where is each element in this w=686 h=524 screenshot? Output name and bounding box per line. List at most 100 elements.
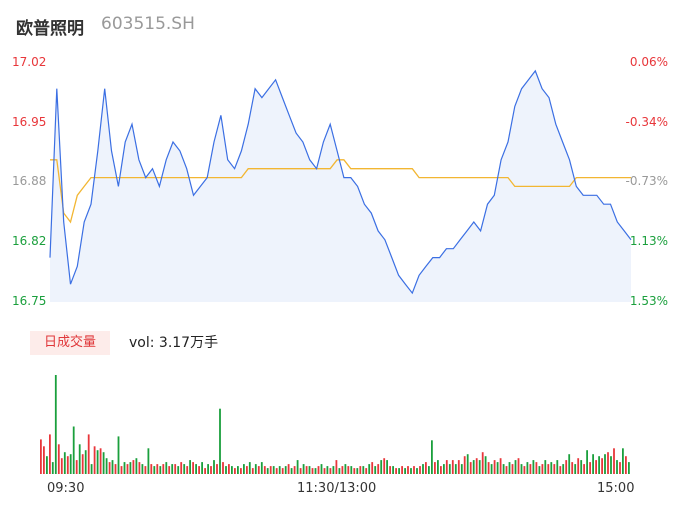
volume-bar bbox=[293, 466, 296, 474]
volume-bar bbox=[416, 468, 418, 474]
volume-bar bbox=[604, 454, 606, 474]
y-left-tick-1: 16.95 bbox=[12, 115, 47, 129]
volume-bar bbox=[162, 464, 165, 474]
volume-bar bbox=[210, 466, 212, 474]
volume-bar bbox=[425, 462, 427, 474]
volume-bar bbox=[481, 452, 484, 474]
volume-bar bbox=[460, 464, 463, 474]
volume-bar bbox=[189, 460, 191, 474]
volume-bar bbox=[237, 466, 239, 474]
volume-bar bbox=[526, 462, 529, 474]
volume-bar bbox=[547, 464, 550, 474]
volume-bar bbox=[147, 448, 150, 474]
volume-bar bbox=[523, 466, 526, 474]
volume-bar bbox=[478, 460, 481, 474]
volume-bar bbox=[54, 375, 57, 474]
volume-bar bbox=[108, 462, 111, 474]
volume-bar bbox=[111, 460, 114, 474]
volume-bar bbox=[266, 468, 269, 474]
volume-bar bbox=[323, 468, 326, 474]
volume-bar bbox=[96, 450, 99, 474]
volume-bar bbox=[401, 466, 403, 474]
volume-bar bbox=[598, 456, 600, 474]
avg-price-line bbox=[50, 159, 631, 224]
volume-bar bbox=[287, 464, 290, 474]
volume-bar bbox=[243, 464, 245, 474]
volume-bar bbox=[532, 460, 535, 474]
volume-bar bbox=[377, 464, 380, 474]
volume-bar bbox=[138, 462, 141, 474]
y-right-tick-2: -0.73% bbox=[625, 174, 668, 188]
volume-bar bbox=[445, 460, 448, 474]
volume-bar bbox=[607, 452, 609, 474]
volume-bar bbox=[72, 426, 75, 474]
volume-tab[interactable]: 日成交量 bbox=[30, 331, 110, 355]
volume-bar bbox=[204, 468, 206, 474]
volume-bar bbox=[469, 462, 472, 474]
volume-bar bbox=[544, 460, 547, 474]
volume-bar bbox=[43, 446, 45, 474]
volume-bar bbox=[284, 466, 287, 474]
volume-bar bbox=[132, 460, 135, 474]
volume-bar bbox=[60, 458, 63, 474]
volume-bar bbox=[216, 464, 218, 474]
volume-bar bbox=[437, 460, 439, 474]
volume-bar bbox=[317, 466, 320, 474]
volume-bar bbox=[240, 468, 242, 474]
volume-bar bbox=[565, 460, 568, 474]
volume-bar bbox=[102, 452, 105, 474]
volume-bar bbox=[308, 466, 311, 474]
volume-bar bbox=[311, 468, 314, 474]
volume-bar bbox=[410, 468, 412, 474]
volume-bar bbox=[117, 436, 120, 474]
volume-bar bbox=[443, 464, 445, 474]
volume-bar bbox=[466, 454, 469, 474]
volume-bar bbox=[431, 440, 433, 474]
volume-bar bbox=[195, 464, 197, 474]
volume-bar bbox=[120, 466, 123, 474]
volume-bar bbox=[63, 452, 66, 474]
volume-bar bbox=[344, 464, 347, 474]
stock-code: 603515.SH bbox=[101, 14, 195, 34]
volume-bar bbox=[386, 460, 388, 474]
volume-bar bbox=[302, 464, 305, 474]
volume-bar bbox=[81, 454, 84, 474]
volume-bar bbox=[505, 466, 508, 474]
volume-bar bbox=[129, 462, 132, 474]
volume-bar bbox=[57, 444, 60, 474]
x-tick-close: 15:00 bbox=[597, 481, 635, 496]
volume-bar bbox=[619, 462, 621, 474]
volume-bar bbox=[592, 454, 594, 474]
volume-bar bbox=[490, 464, 493, 474]
volume-bar bbox=[290, 468, 293, 474]
volume-bar bbox=[574, 464, 577, 474]
volume-bar bbox=[90, 464, 93, 474]
volume-bar bbox=[332, 466, 335, 474]
volume-bar bbox=[75, 460, 78, 474]
volume-bar bbox=[493, 460, 496, 474]
volume-bar bbox=[66, 456, 69, 474]
volume-bar bbox=[84, 450, 87, 474]
volume-bar bbox=[502, 464, 505, 474]
volume-bar bbox=[78, 444, 81, 474]
volume-bar bbox=[508, 462, 511, 474]
volume-bar bbox=[251, 468, 254, 474]
volume-bar bbox=[222, 462, 224, 474]
volume-bar bbox=[141, 464, 144, 474]
volume-bar bbox=[180, 462, 183, 474]
volume-bar bbox=[616, 460, 618, 474]
volume-value: vol: 3.17万手 bbox=[129, 335, 219, 351]
volume-bar bbox=[207, 464, 209, 474]
volume-bar bbox=[135, 458, 138, 474]
x-tick-open: 09:30 bbox=[47, 481, 85, 496]
volume-bar bbox=[296, 460, 299, 474]
volume-bar bbox=[356, 468, 359, 474]
volume-bar bbox=[454, 464, 457, 474]
volume-bar bbox=[338, 468, 341, 474]
volume-bar bbox=[463, 456, 466, 474]
y-right-tick-4: -1.53% bbox=[625, 294, 668, 308]
volume-bar bbox=[114, 464, 117, 474]
volume-bar bbox=[186, 466, 189, 474]
volume-bar bbox=[368, 464, 371, 474]
volume-bar bbox=[601, 458, 603, 474]
